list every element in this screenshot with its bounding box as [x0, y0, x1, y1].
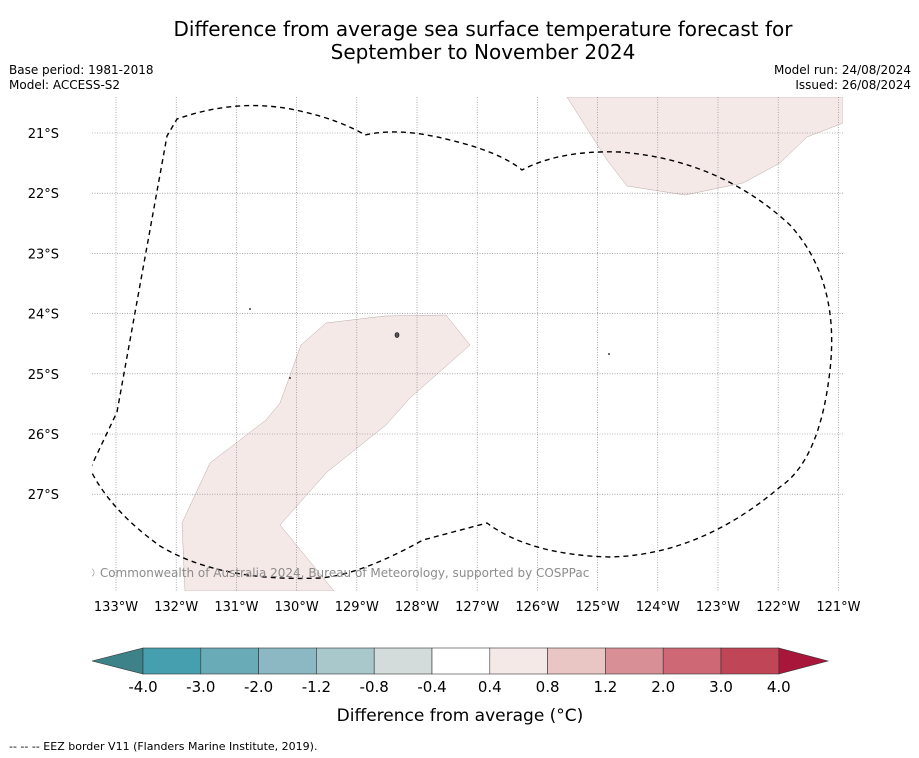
footnote: -- -- -- EEZ border V11 (Flanders Marine…	[9, 740, 318, 753]
latitude-label: 22°S	[28, 187, 59, 202]
island-marker	[608, 353, 610, 355]
graticule	[92, 97, 843, 591]
page-title: Difference from average sea surface temp…	[0, 18, 919, 64]
colorbar-tick-label: -3.0	[186, 678, 215, 696]
base-period: Base period: 1981-2018	[9, 63, 154, 77]
copyright-text: © Commonwealth of Australia 2024, Bureau…	[84, 566, 589, 580]
model-name: Model: ACCESS-S2	[9, 78, 121, 92]
anomaly-region-north	[566, 97, 843, 196]
colorbar-tick-label: -4.0	[128, 678, 157, 696]
colorbar-tick-label: -0.4	[417, 678, 446, 696]
colorbar-segment	[720, 647, 780, 675]
latitude-label: 26°S	[28, 428, 59, 443]
colorbar-segment	[431, 647, 491, 675]
colorbar-tick-label: -1.2	[302, 678, 331, 696]
longitude-label: 125°W	[576, 600, 620, 615]
colorbar-tick-label: 0.4	[478, 678, 502, 696]
colorbar-segment	[489, 647, 548, 675]
colorbar	[91, 647, 830, 675]
longitude-label: 123°W	[696, 600, 740, 615]
model-run: Model run: 24/08/2024	[773, 63, 911, 77]
latitude-labels: 21°S 22°S 23°S 24°S 25°S 26°S 27°S	[28, 127, 59, 503]
longitude-label: 124°W	[636, 600, 680, 615]
longitude-label: 129°W	[335, 600, 379, 615]
title-line-1: Difference from average sea surface temp…	[173, 17, 793, 41]
colorbar-title: Difference from average (°C)	[337, 706, 584, 726]
colorbar-segment	[373, 647, 433, 675]
island-marker	[289, 377, 291, 379]
meta-left: Base period: 1981-2018 Model: ACCESS-S2	[9, 63, 154, 93]
meta-right: Model run: 24/08/2024 Issued: 26/08/2024	[774, 63, 911, 93]
longitude-label: 131°W	[214, 600, 258, 615]
colorbar-under-arrow	[91, 647, 144, 675]
longitude-label: 122°W	[756, 600, 800, 615]
longitude-label: 121°W	[816, 600, 860, 615]
colorbar-tick-label: 2.0	[651, 678, 675, 696]
latitude-label: 24°S	[28, 308, 59, 323]
colorbar-tick-label: 0.8	[536, 678, 560, 696]
longitude-label: 126°W	[515, 600, 559, 615]
map-area: © Commonwealth of Australia 2024, Bureau…	[84, 97, 843, 591]
eez-border	[92, 104, 833, 580]
issued-date: Issued: 26/08/2024	[795, 78, 911, 92]
colorbar-tick-label: 1.2	[593, 678, 617, 696]
colorbar-segment	[316, 647, 375, 675]
longitude-label: 130°W	[275, 600, 319, 615]
colorbar-labels: -4.0 -3.0 -2.0 -1.2 -0.8 -0.4 0.4 0.8 1.2 2.0 3.0 4…	[128, 678, 790, 696]
colorbar-segment	[200, 647, 259, 675]
colorbar-segment	[605, 647, 664, 675]
title-line-2: September to November 2024	[330, 40, 636, 64]
colorbar-segment	[662, 647, 722, 675]
colorbar-tick-label: 4.0	[767, 678, 791, 696]
colorbar-tick-label: 3.0	[709, 678, 733, 696]
colorbar-segment	[142, 647, 202, 675]
longitude-label: 127°W	[455, 600, 499, 615]
longitude-label: 132°W	[154, 600, 198, 615]
latitude-label: 21°S	[28, 127, 59, 142]
colorbar-segment	[547, 647, 606, 675]
anomaly-region-south	[181, 314, 471, 591]
colorbar-tick-label: -2.0	[244, 678, 273, 696]
island-marker	[249, 308, 251, 310]
latitude-label: 25°S	[28, 368, 59, 383]
latitude-label: 27°S	[28, 488, 59, 503]
colorbar-segment	[258, 647, 317, 675]
longitude-labels: 133°W 132°W 131°W 130°W 129°W 128°W 127°W 126°W…	[94, 600, 861, 615]
longitude-label: 133°W	[94, 600, 138, 615]
colorbar-tick-label: -0.8	[360, 678, 389, 696]
colorbar-over-arrow	[778, 647, 830, 675]
island-marker	[394, 332, 400, 338]
longitude-label: 128°W	[395, 600, 439, 615]
latitude-label: 23°S	[28, 247, 59, 262]
